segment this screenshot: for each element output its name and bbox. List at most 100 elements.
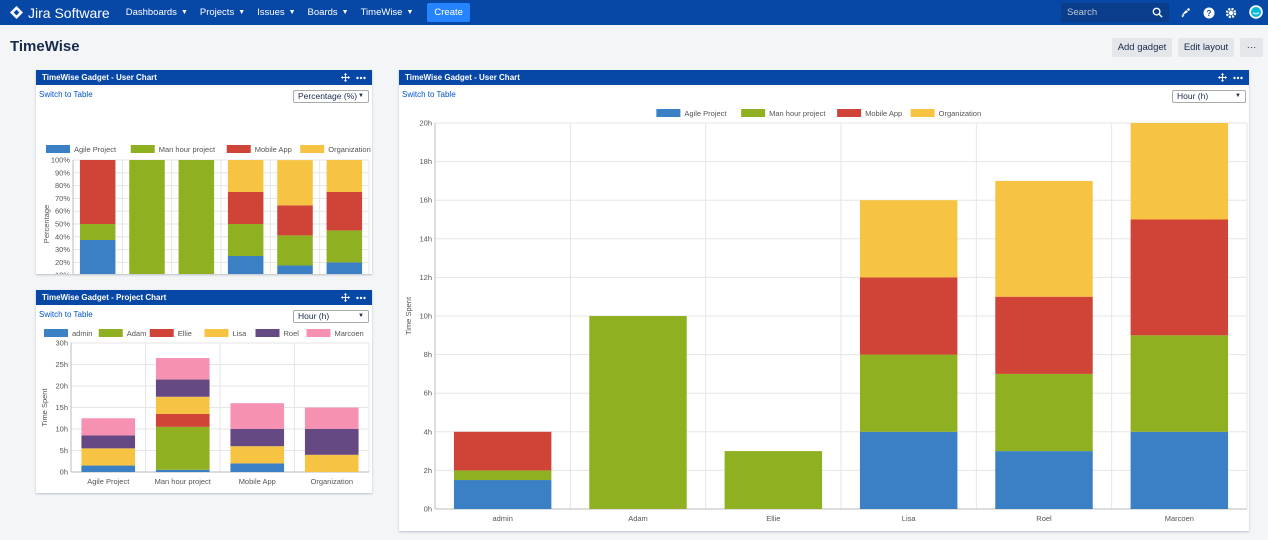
gadget-header: TimeWise Gadget - User Chart [399,70,1249,85]
bar-segment-roel-mobile-app [995,296,1093,374]
nav-projects[interactable]: Projects ▼ [200,7,245,18]
bar-segment-admin-agile-project [79,240,116,274]
bar-segment-admin-mobile-app [79,160,116,224]
y-tick-label: 6h [424,389,432,398]
y-tick-label: 10h [419,312,432,321]
jira-logo[interactable]: Jira Software [10,5,110,21]
bar-segment-agile-project-lisa [81,448,136,466]
legend-label-adam: Adam [127,329,147,338]
nav-issues[interactable]: Issues ▼ [257,7,295,18]
y-axis-label: Time Spent [40,388,49,427]
y-axis-label: Percentage [42,205,51,243]
more-icon[interactable] [1233,76,1243,80]
bar-segment-adam-man-hour-project [129,160,165,274]
bar-segment-man-hour-project-adam [155,426,210,470]
unit-select[interactable]: Percentage (%) ▼ [293,90,369,103]
gadget-header: TimeWise Gadget - User Chart [36,70,372,85]
y-tick-label: 16h [419,196,432,205]
bar-segment-marcoen-mobile-app [1130,219,1229,336]
legend-swatch-ellie [149,329,174,337]
bar-segment-roel-man-hour-project [277,235,313,266]
help-icon[interactable]: ? [1202,6,1215,19]
y-axis-label: Time Spent [404,296,413,335]
jira-logo-text: Jira Software [28,4,110,21]
bar-segment-mobile-app-lisa [230,446,285,464]
bar-segment-roel-man-hour-project [995,373,1093,452]
legend-label-man-hour-project: Man hour project [159,145,216,154]
y-tick-label: 0h [424,505,432,514]
notifications-icon[interactable] [1178,6,1191,19]
y-tick-label: 80% [55,181,70,190]
chevron-down-icon: ▼ [406,9,414,16]
user-hours-chart: 0h 2h 4h 6h 8h 10h 12h 14h 16h 18h 20h Time Spent ad… [404,109,1248,523]
y-tick-label: 100% [51,156,71,165]
legend-label-agile-project: Agile Project [74,145,117,154]
y-tick-label: 20% [55,258,70,267]
gadget-header: TimeWise Gadget - Project Chart [36,290,372,305]
bar-segment-lisa-organization [227,160,264,192]
project-chart-gadget: TimeWise Gadget - Project Chart Switch t… [36,290,372,493]
legend-label-agile-project: Agile Project [684,109,727,118]
create-button[interactable]: Create [427,3,470,22]
switch-to-table-link[interactable]: Switch to Table [402,90,456,99]
more-icon[interactable] [356,296,366,300]
legend-swatch-agile-project [46,145,70,153]
switch-to-table-link[interactable]: Switch to Table [39,310,93,319]
x-tick-label: Agile Project [87,477,130,486]
y-tick-label: 60% [55,207,70,216]
nav-timewise[interactable]: TimeWise ▼ [361,7,414,18]
legend-label-man-hour-project: Man hour project [769,109,826,118]
bar-segment-roel-mobile-app [277,205,313,236]
legend-label-marcoen: Marcoen [335,329,364,338]
y-tick-label: 8h [424,350,432,359]
bar-segment-admin-man-hour-project [79,224,116,240]
bar-segment-man-hour-project-admin [155,469,210,472]
bar-segment-roel-organization [995,180,1093,297]
x-tick-label: Mobile App [239,477,276,486]
bar-segment-man-hour-project-lisa [155,396,210,414]
bar-segment-adam-man-hour-project [589,316,687,509]
search-input[interactable] [1067,7,1147,18]
unit-select[interactable]: Hour (h) ▼ [293,310,369,323]
nav-dashboards-label: Dashboards [125,7,177,18]
more-icon[interactable] [356,76,366,80]
legend-label-admin: admin [72,329,92,338]
legend-label-mobile-app: Mobile App [255,145,292,154]
project-time-chart: 0h 5h 10h 15h 20h 25h 30h Time Spent Agile Proje… [40,329,370,486]
switch-to-table-link[interactable]: Switch to Table [39,90,93,99]
legend-swatch-agile-project [656,109,681,117]
chevron-down-icon: ▼ [1235,93,1241,99]
unit-select[interactable]: Hour (h) ▼ [1172,90,1246,103]
user-avatar-icon[interactable] [1249,5,1263,19]
chevron-down-icon: ▼ [180,9,188,16]
edit-layout-button[interactable]: Edit layout [1178,38,1234,57]
bar-segment-roel-organization [277,160,313,206]
legend-swatch-organization [910,109,935,117]
move-icon[interactable] [341,73,350,82]
bar-segment-organization-marcoen [304,407,359,429]
nav-timewise-label: TimeWise [360,7,403,18]
bar-segment-ellie-man-hour-project [178,160,215,274]
move-icon[interactable] [1218,73,1227,82]
nav-dashboards[interactable]: Dashboards ▼ [126,7,188,18]
gadget-title: TimeWise Gadget - User Chart [42,73,157,82]
legend-swatch-man-hour-project [130,145,155,153]
legend-swatch-mobile-app [837,109,862,117]
bar-segment-agile-project-roel [81,435,136,449]
x-tick-label: Marcoen [1165,514,1194,523]
more-options-button[interactable]: ··· [1240,38,1263,57]
search-icon[interactable] [1152,7,1163,18]
unit-select-value: Percentage (%) [298,91,358,101]
y-tick-label: 20h [55,382,68,391]
search-box[interactable] [1061,3,1169,22]
bar-segment-mobile-app-roel [230,429,285,447]
y-tick-label: 0h [60,468,68,477]
add-gadget-button[interactable]: Add gadget [1112,38,1172,57]
bar-segment-lisa-agile-project [859,431,958,509]
gadget-title: TimeWise Gadget - Project Chart [42,293,167,302]
x-tick-label: Roel [1036,514,1052,523]
nav-boards[interactable]: Boards ▼ [308,7,349,18]
x-tick-label: Lisa [902,514,917,523]
move-icon[interactable] [341,293,350,302]
settings-gear-icon[interactable] [1224,6,1237,19]
